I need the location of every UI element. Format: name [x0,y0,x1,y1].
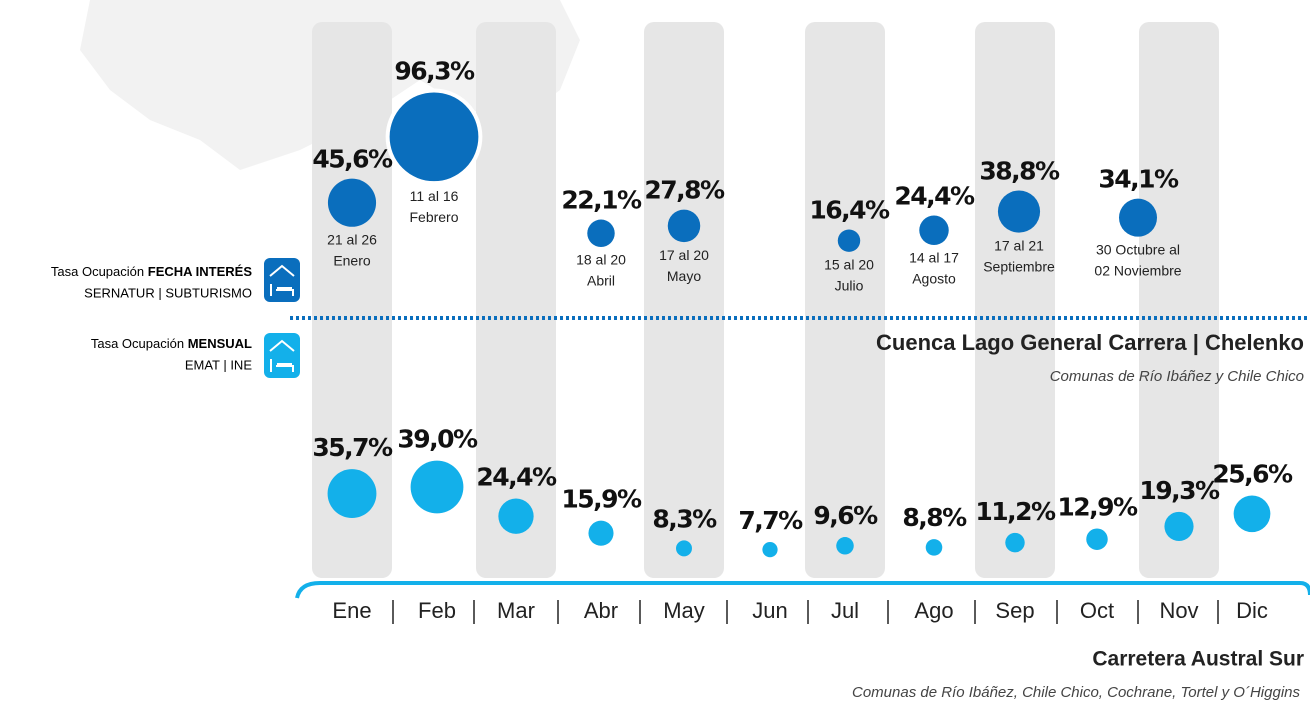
subheading: Comunas de Río Ibáñez, Chile Chico, Coch… [852,684,1300,701]
value-label: 19,3% [1139,476,1220,505]
bubble [925,539,943,556]
value-label: 39,0% [397,425,478,454]
column-band [312,22,392,578]
bubble [1005,532,1025,553]
event-label: Abril [587,273,615,289]
event-label: 11 al 16 [410,188,459,204]
value-label: 8,8% [902,503,967,532]
x-tick-label: Abr [584,598,618,623]
subheading: Comunas de Río Ibáñez y Chile Chico [1050,368,1304,385]
value-label: 7,7% [738,506,803,535]
bubble [588,520,614,546]
value-label: 96,3% [394,56,475,85]
bubble [676,540,692,557]
column-band [805,22,885,578]
x-tick-label: Nov [1159,598,1198,623]
month-bracket [295,581,1310,599]
heading: Cuenca Lago General Carrera | Chelenko [876,330,1304,355]
value-label: 12,9% [1057,492,1138,521]
legend-label: Tasa Ocupación FECHA INTERÉS [51,264,252,279]
value-label: 11,2% [975,497,1056,526]
value-label: 24,4% [476,463,557,492]
event-label: Mayo [667,268,701,284]
value-label: 35,7% [312,433,393,462]
value-label: 45,6% [312,145,393,174]
x-tick-label: Dic [1236,598,1268,623]
x-tick-label: Jul [831,598,859,623]
legend-name-bold: FECHA INTERÉS [148,264,253,279]
bubble [327,469,377,519]
value-label: 16,4% [809,195,890,224]
event-label: Julio [835,278,864,294]
legend-name-bold: MENSUAL [188,336,252,351]
event-label: Febrero [409,209,458,225]
x-tick-label: Oct [1080,598,1114,623]
bubble [919,215,949,246]
event-label: Enero [333,252,371,268]
bubble [1118,198,1158,237]
x-tick-label: Mar [497,598,535,623]
column-bands [312,22,1219,578]
bubble [1086,528,1108,550]
heading: Carretera Austral Sur [1092,648,1304,671]
bubble [1164,511,1194,541]
x-tick-label: May [663,598,705,623]
column-band [975,22,1055,578]
bubble [327,178,377,227]
value-label: 15,9% [561,485,642,514]
value-label: 34,1% [1098,165,1179,194]
event-label: 17 al 20 [659,247,709,263]
value-label: 22,1% [561,186,642,215]
x-tick-label: Ago [914,598,953,623]
event-label: 15 al 20 [824,257,874,273]
bubble [498,498,534,534]
bubble [762,541,778,558]
event-label: 21 al 26 [327,231,377,247]
legend-icon [264,258,300,302]
event-label: 02 Noviembre [1094,262,1181,278]
event-label: 14 al 17 [909,250,959,266]
x-tick-label: Sep [995,598,1034,623]
bubble [837,229,861,252]
column-band [476,22,556,578]
event-label: Agosto [912,271,956,287]
bubble [410,460,464,514]
x-tick-label: Ene [332,598,371,623]
value-label: 27,8% [644,176,725,205]
bubble [1233,495,1271,533]
legend-icon [264,333,300,378]
event-label: 30 Octubre al [1096,241,1180,257]
value-label: 9,6% [813,501,878,530]
value-label: 25,6% [1212,459,1293,488]
event-label: 17 al 21 [994,237,1044,253]
legend-source: EMAT | INE [185,357,253,372]
event-label: Septiembre [983,258,1055,274]
legend-label: Tasa Ocupación MENSUAL [91,336,252,351]
x-tick-label: Feb [418,598,456,623]
legend-source: SERNATUR | SUBTURISMO [84,285,252,300]
bubble [587,219,615,247]
bubble [836,537,854,555]
column-band [644,22,724,578]
value-label: 38,8% [979,156,1060,185]
bubble [385,88,483,186]
bubble [667,209,701,243]
value-label: 8,3% [652,504,717,533]
legend-name: Tasa Ocupación [91,336,184,351]
x-tick-label: Jun [752,598,787,623]
value-label: 24,4% [894,182,975,211]
event-label: 18 al 20 [576,252,626,268]
legend-name: Tasa Ocupación [51,264,144,279]
column-band [1139,22,1219,578]
bubble [997,190,1041,233]
